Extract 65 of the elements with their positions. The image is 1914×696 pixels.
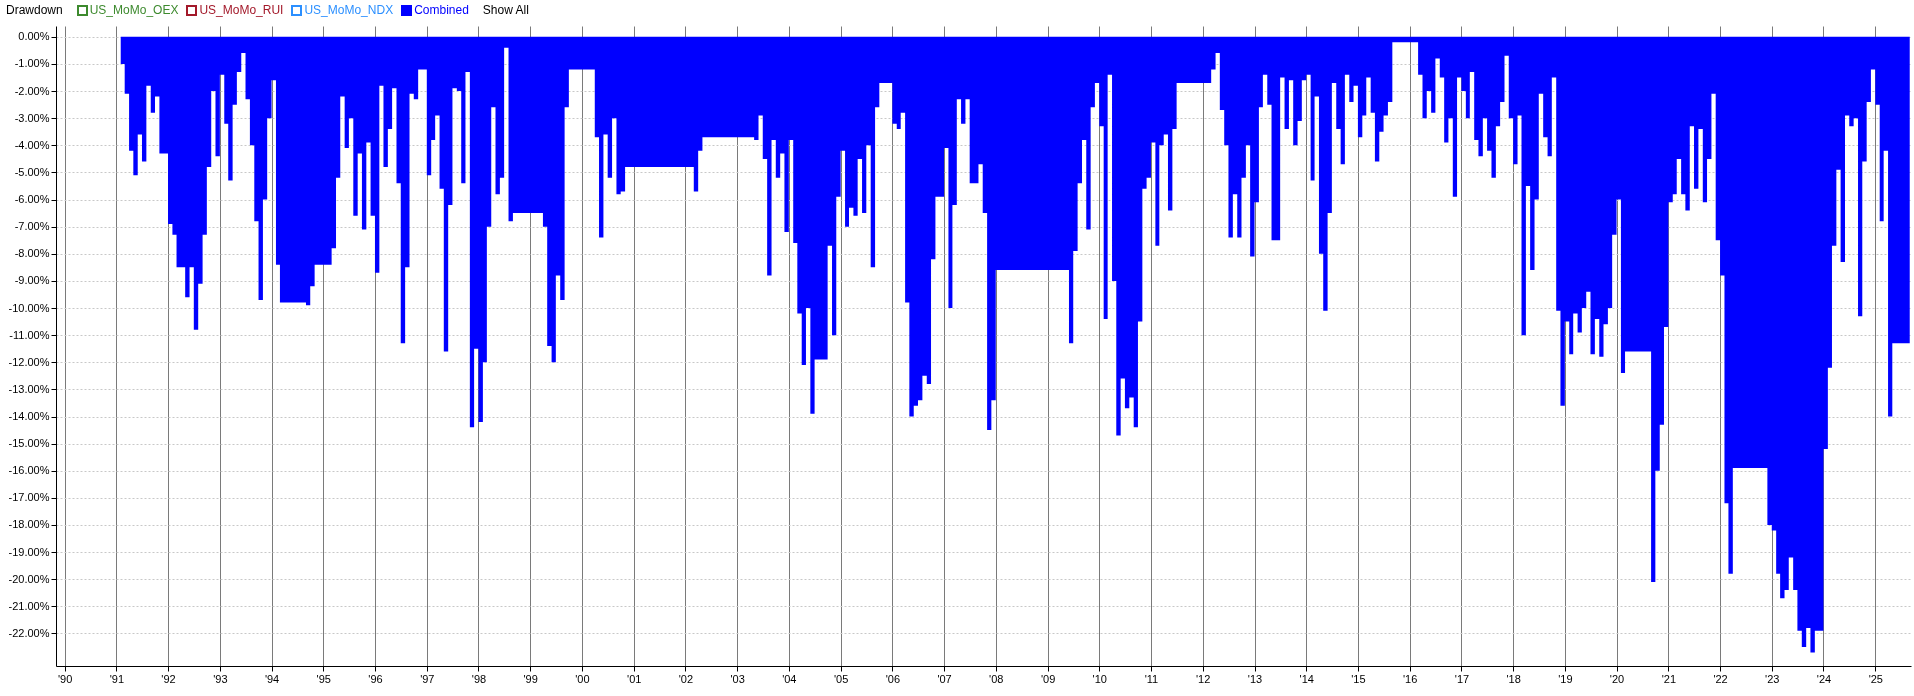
x-tick-label: '25 [1868, 672, 1883, 685]
y-tick-label: -3.00% [14, 111, 50, 124]
x-tick-label: '15 [1351, 672, 1366, 685]
x-tick-label: '22 [1713, 672, 1728, 685]
x-tick-label: '16 [1402, 672, 1418, 685]
x-tick-label: '14 [1299, 672, 1314, 685]
x-tick-label: '91 [109, 672, 125, 685]
legend-label: US_MoMo_OEX [89, 3, 179, 17]
y-tick-label: -1.00% [14, 57, 50, 70]
y-tick-label: -18.00% [8, 518, 50, 531]
y-tick-label: -16.00% [8, 464, 50, 477]
y-tick-label: -22.00% [8, 626, 50, 639]
y-tick-label: -17.00% [8, 491, 50, 504]
x-tick-label: '19 [1558, 672, 1573, 685]
x-tick-label: '18 [1506, 672, 1521, 685]
x-tick-label: '96 [368, 672, 383, 685]
x-tick-label: '04 [782, 672, 797, 685]
x-tick-label: '24 [1816, 672, 1832, 685]
y-tick-label: -14.00% [8, 410, 50, 423]
x-tick-label: '08 [989, 672, 1004, 685]
x-tick-label: '90 [57, 672, 73, 685]
x-tick-label: '11 [1144, 672, 1159, 685]
x-tick-label: '21 [1661, 672, 1677, 685]
y-tick-label: -10.00% [8, 301, 50, 314]
x-tick-label: '12 [1196, 672, 1211, 685]
y-tick-label: -19.00% [8, 545, 50, 558]
x-tick-label: '97 [420, 672, 435, 685]
y-tick-label: -5.00% [14, 165, 50, 178]
chart-title: Drawdown [6, 3, 63, 17]
x-tick-label: '06 [885, 672, 901, 685]
x-tick-label: '03 [730, 672, 745, 685]
y-tick-label: -8.00% [14, 247, 50, 260]
y-tick-label: -4.00% [14, 138, 50, 151]
x-tick-label: '20 [1609, 672, 1625, 685]
x-tick-label: '99 [523, 672, 538, 685]
y-tick-label: -7.00% [14, 220, 50, 233]
y-tick-label: -15.00% [8, 437, 50, 450]
y-tick-label: -9.00% [14, 274, 50, 287]
y-tick-label: -20.00% [8, 572, 50, 585]
legend-label: Combined [414, 3, 469, 17]
y-tick-label: 0.00% [18, 30, 50, 43]
y-tick-label: -21.00% [8, 599, 50, 612]
x-tick-label: '92 [161, 672, 176, 685]
x-tick-label: '10 [1092, 672, 1107, 685]
x-tick-label: '98 [471, 672, 487, 685]
legend-label: US_MoMo_NDX [304, 3, 394, 17]
x-tick-label: '07 [937, 672, 952, 685]
y-tick-label: -6.00% [14, 193, 50, 206]
x-tick-label: '93 [213, 672, 228, 685]
x-tick-label: '01 [627, 672, 642, 685]
text: Show All [482, 3, 529, 17]
x-tick-label: '05 [833, 672, 849, 685]
y-tick-label: -12.00% [8, 355, 50, 368]
x-tick-label: '17 [1454, 672, 1470, 685]
x-tick-label: '00 [575, 672, 590, 685]
x-tick-label: '09 [1040, 672, 1056, 685]
x-tick-label: '23 [1765, 672, 1780, 685]
y-tick-label: -2.00% [14, 84, 50, 97]
y-tick-label: -11.00% [9, 328, 50, 341]
legend-label: US_MoMo_RUI [199, 3, 284, 17]
x-tick-label: '94 [264, 672, 280, 685]
y-tick-label: -13.00% [8, 382, 50, 395]
x-tick-label: '95 [316, 672, 331, 685]
x-tick-label: '02 [678, 672, 694, 685]
x-tick-label: '13 [1247, 672, 1263, 685]
